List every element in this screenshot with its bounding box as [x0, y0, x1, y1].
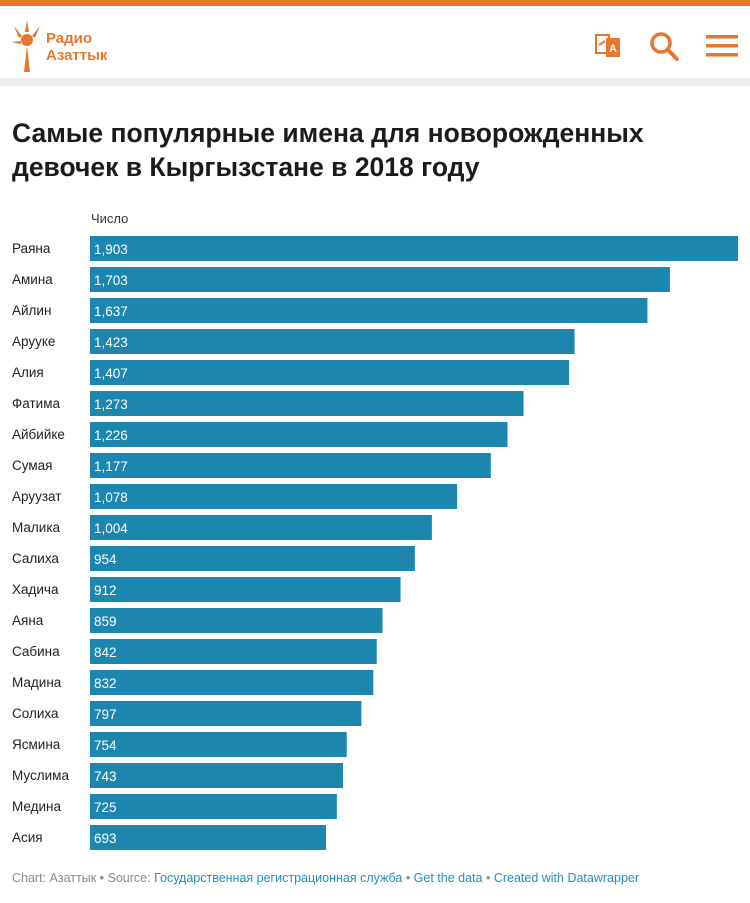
value-label: 1,423: [94, 335, 128, 350]
category-label: Сабина: [12, 644, 60, 659]
bar[interactable]: [90, 794, 337, 819]
chart-footer: Chart: Азаттык • Source: Государственная…: [12, 871, 639, 885]
category-label: Айлин: [12, 303, 51, 318]
value-label: 1,004: [94, 521, 128, 536]
svg-text:A: A: [609, 43, 617, 55]
value-label: 754: [94, 738, 117, 753]
get-data-link[interactable]: Get the data: [413, 871, 483, 885]
bar-chart: Число Раяна 1,903 Амина 1,703 Айлин 1,637 Аруук…: [0, 200, 750, 850]
category-label: Алия: [12, 365, 44, 380]
value-label: 842: [94, 645, 117, 660]
chart-title: Самые популярные имена для новорожденных…: [12, 118, 644, 182]
site-header: Радио Азаттык A: [0, 6, 750, 78]
value-label: 859: [94, 614, 117, 629]
bar[interactable]: [90, 484, 458, 509]
bar[interactable]: [90, 546, 415, 571]
header-separator: [0, 78, 750, 86]
category-label: Хадича: [12, 582, 59, 597]
menu-icon: [706, 35, 738, 57]
category-label: Раяна: [12, 241, 51, 256]
category-label: Аруузат: [12, 489, 61, 504]
bar-chart-svg: Число Раяна 1,903 Амина 1,703 Айлин 1,637 Аруук…: [12, 211, 738, 850]
brand-stripe: [0, 0, 750, 6]
bar[interactable]: [90, 515, 432, 540]
bar[interactable]: [90, 608, 383, 633]
value-label: 797: [94, 707, 117, 722]
bar[interactable]: [90, 360, 570, 385]
category-label: Солиха: [12, 706, 59, 721]
category-label: Ясмина: [12, 737, 61, 752]
footer-separator: •: [402, 871, 414, 885]
logo-line-2: Азаттык: [46, 47, 108, 64]
bar[interactable]: [90, 422, 508, 447]
bar[interactable]: [90, 825, 326, 850]
bar[interactable]: [90, 391, 524, 416]
bar[interactable]: [90, 577, 401, 602]
value-column-header: Число: [91, 211, 128, 226]
microphone-logo-icon: [11, 20, 40, 72]
value-label: 743: [94, 769, 117, 784]
bar[interactable]: [90, 670, 374, 695]
category-label: Медина: [12, 799, 61, 814]
footer-source-label: Source:: [107, 871, 155, 885]
footer-credit: Chart: Азаттык: [12, 871, 97, 885]
value-label: 1,273: [94, 397, 128, 412]
search-icon: [650, 32, 679, 61]
category-label: Арууке: [12, 334, 55, 349]
category-label: Сумая: [12, 458, 52, 473]
search-button[interactable]: [646, 28, 682, 64]
value-label: 1,177: [94, 459, 128, 474]
bar[interactable]: [90, 453, 491, 478]
value-label: 1,903: [94, 242, 128, 257]
category-label: Малика: [12, 520, 61, 535]
bar[interactable]: [90, 639, 377, 664]
bar[interactable]: [90, 236, 738, 261]
logo-text: Радио Азаттык: [46, 30, 107, 64]
footer-separator: •: [482, 871, 494, 885]
translate-button[interactable]: A: [590, 28, 626, 64]
bar[interactable]: [90, 763, 344, 788]
value-label: 1,226: [94, 428, 128, 443]
bar[interactable]: [90, 329, 575, 354]
site-logo[interactable]: Радио Азаттык: [10, 18, 130, 74]
category-label: Амина: [12, 272, 53, 287]
value-label: 954: [94, 552, 117, 567]
datawrapper-link[interactable]: Created with Datawrapper: [493, 871, 640, 885]
value-label: 912: [94, 583, 117, 598]
category-label: Фатима: [12, 396, 60, 411]
value-label: 1,703: [94, 273, 128, 288]
category-label: Салиха: [12, 551, 59, 566]
category-label: Мадина: [12, 675, 62, 690]
value-label: 693: [94, 831, 117, 846]
value-label: 1,078: [94, 490, 128, 505]
bar[interactable]: [90, 701, 362, 726]
category-label: Асия: [12, 830, 43, 845]
translate-icon: A: [595, 34, 620, 57]
category-label: Аяна: [12, 613, 44, 628]
value-label: 832: [94, 676, 117, 691]
value-label: 1,407: [94, 366, 128, 381]
bar[interactable]: [90, 298, 648, 323]
menu-button[interactable]: [704, 28, 740, 64]
value-label: 725: [94, 800, 117, 815]
source-link[interactable]: Государственная регистрационная служба: [154, 871, 403, 885]
bar[interactable]: [90, 267, 670, 292]
category-label: Муслима: [12, 768, 69, 783]
bar[interactable]: [90, 732, 347, 757]
footer-separator: •: [96, 871, 108, 885]
logo-line-1: Радио: [46, 30, 93, 47]
category-label: Айбийке: [12, 427, 65, 442]
value-label: 1,637: [94, 304, 128, 319]
